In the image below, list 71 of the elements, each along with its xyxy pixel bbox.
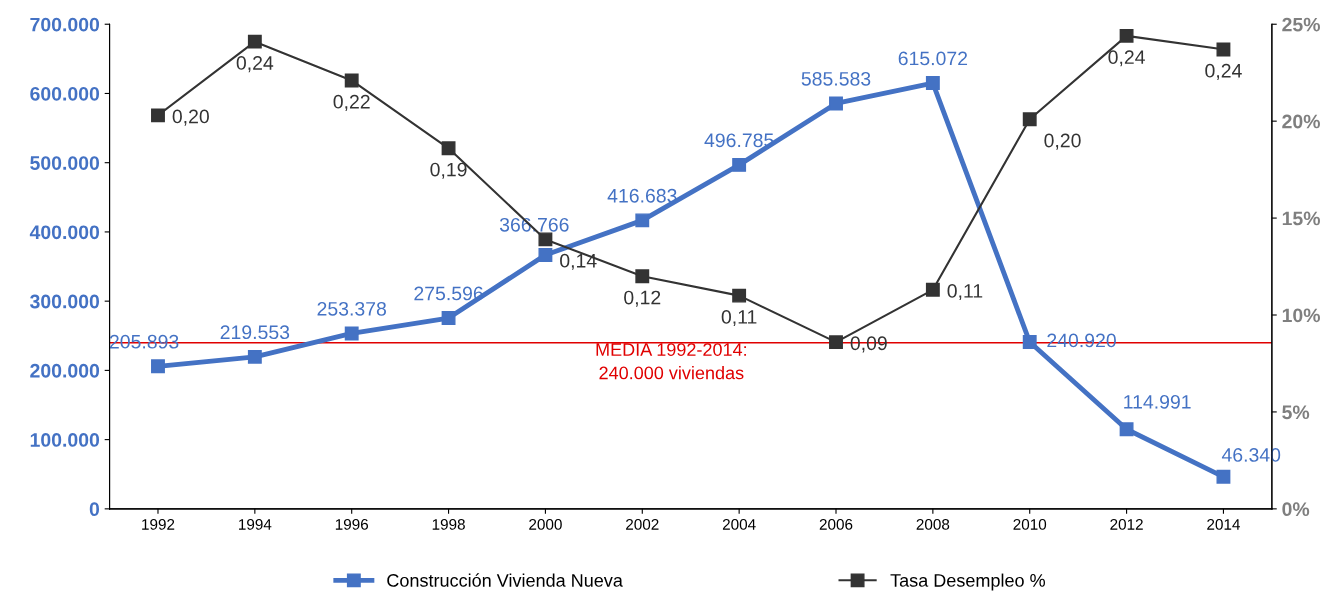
x-tick-label: 1996 bbox=[335, 518, 369, 530]
data-label: 585.583 bbox=[801, 71, 871, 86]
y-tick-label: 500.000 bbox=[30, 156, 100, 170]
point bbox=[829, 335, 843, 350]
x-tick-label: 2002 bbox=[626, 518, 659, 530]
y-tick-label: 0 bbox=[89, 502, 100, 517]
data-label: 496.785 bbox=[704, 133, 774, 148]
data-label: 219.553 bbox=[220, 325, 290, 340]
ref-line-label: MEDIA 1992-2014: 240.000 viviendas bbox=[596, 343, 746, 380]
data-label: 0,14 bbox=[560, 253, 597, 270]
point bbox=[829, 96, 843, 111]
point bbox=[344, 326, 359, 341]
data-label: 0,20 bbox=[172, 109, 209, 126]
data-label: 0,19 bbox=[430, 162, 467, 179]
point bbox=[1216, 42, 1231, 57]
point bbox=[925, 282, 940, 297]
x-tick-label: 2010 bbox=[1013, 518, 1047, 530]
point bbox=[441, 311, 456, 325]
data-label: 615.072 bbox=[898, 51, 968, 66]
data-label: 0,24 bbox=[1205, 63, 1242, 80]
x-tick-label: 1994 bbox=[239, 518, 272, 530]
data-label: 0,11 bbox=[947, 284, 983, 301]
data-label: 114.991 bbox=[1124, 394, 1191, 409]
x-tick-label: 2014 bbox=[1207, 518, 1240, 530]
legend-label: Tasa Desempleo % bbox=[890, 573, 1045, 591]
y2-tick-label: 25% bbox=[1282, 17, 1320, 32]
x-tick-label: 2006 bbox=[819, 518, 853, 530]
x-tick-label: 2004 bbox=[722, 518, 756, 530]
point bbox=[1119, 422, 1134, 437]
x-tick-label: 1998 bbox=[432, 518, 465, 530]
y2-tick-label: 15% bbox=[1282, 211, 1320, 226]
point bbox=[1022, 335, 1037, 350]
data-label: 0,24 bbox=[236, 56, 274, 73]
y-tick-label: 400.000 bbox=[29, 225, 100, 240]
point bbox=[247, 34, 262, 49]
x-tick-label: 1992 bbox=[142, 518, 175, 530]
x-tick-label: 2000 bbox=[529, 518, 562, 530]
point bbox=[732, 288, 747, 303]
point bbox=[538, 247, 553, 262]
y-tick-label: 700.000 bbox=[30, 17, 100, 32]
y2-tick-label: 10% bbox=[1282, 308, 1320, 323]
y-tick-label: 100.000 bbox=[30, 433, 100, 447]
x-tick-label: 2012 bbox=[1110, 518, 1143, 530]
data-label: 416.683 bbox=[607, 188, 677, 203]
point bbox=[925, 76, 940, 90]
point bbox=[538, 232, 553, 247]
point bbox=[1119, 28, 1134, 43]
point bbox=[1216, 469, 1231, 484]
point bbox=[151, 359, 165, 374]
point bbox=[151, 108, 165, 123]
y-tick-label: 200.000 bbox=[30, 363, 100, 378]
data-label: 0,20 bbox=[1044, 133, 1081, 150]
y2-tick-label: 0% bbox=[1282, 502, 1310, 517]
y2-tick-label: 20% bbox=[1282, 114, 1320, 129]
point bbox=[247, 349, 262, 364]
y-tick-label: 300.000 bbox=[30, 294, 100, 309]
point bbox=[344, 73, 359, 88]
y2-tick-label: 5% bbox=[1282, 405, 1310, 420]
data-label: 0,24 bbox=[1108, 50, 1145, 67]
x-tick-label: 2008 bbox=[916, 518, 950, 530]
data-label: 0,22 bbox=[333, 94, 370, 111]
point bbox=[635, 269, 650, 284]
data-label: 253.378 bbox=[317, 301, 386, 316]
y-tick-label: 600.000 bbox=[30, 86, 100, 101]
data-label: 0,12 bbox=[624, 290, 661, 307]
point bbox=[441, 141, 456, 156]
legend-label: Construcción Vivienda Nueva bbox=[387, 573, 623, 587]
point bbox=[635, 213, 650, 228]
point bbox=[1022, 112, 1037, 127]
data-label: 0,11 bbox=[721, 310, 757, 327]
point bbox=[732, 157, 747, 172]
